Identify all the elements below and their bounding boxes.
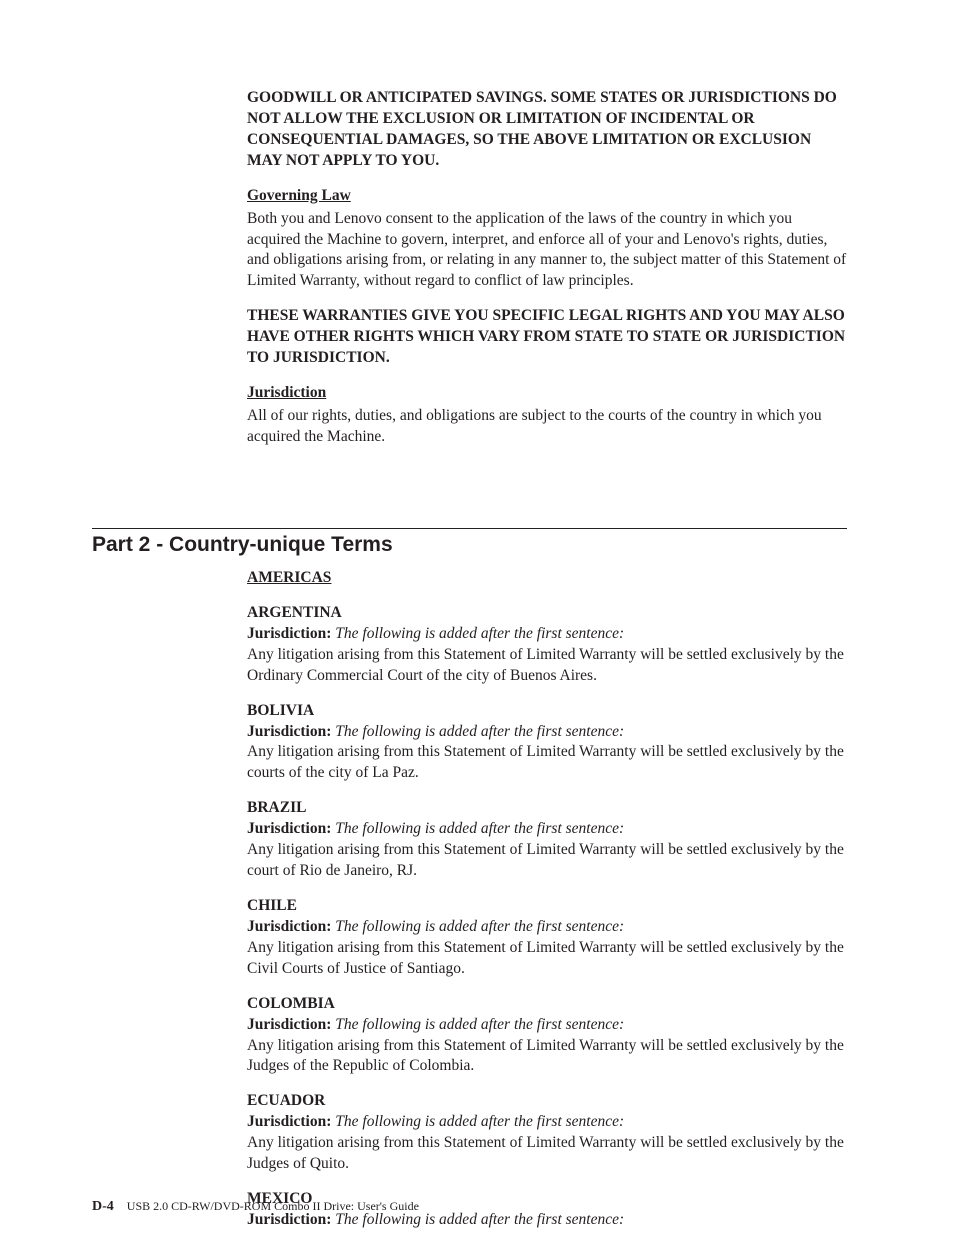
country-ecuador: ECUADOR Jurisdiction: The following is a… xyxy=(247,1091,847,1175)
added-note-text: The following is added after the first s… xyxy=(335,1113,624,1130)
governing-law-heading: Governing Law xyxy=(247,186,351,207)
argentina-body: Any litigation arising from this Stateme… xyxy=(247,645,847,687)
country-colombia: COLOMBIA Jurisdiction: The following is … xyxy=(247,994,847,1078)
jurisdiction-general-section: Jurisdiction All of our rights, duties, … xyxy=(247,383,847,448)
part2-title: Part 2 - Country-unique Terms xyxy=(92,533,847,557)
jur-label: Jurisdiction: xyxy=(247,625,331,642)
jur-label: Jurisdiction: xyxy=(247,1113,331,1130)
rights-caps-paragraph: THESE WARRANTIES GIVE YOU SPECIFIC LEGAL… xyxy=(247,306,847,369)
bolivia-body: Any litigation arising from this Stateme… xyxy=(247,742,847,784)
brazil-heading: BRAZIL xyxy=(247,798,847,819)
jur-label: Jurisdiction: xyxy=(247,1016,331,1033)
chile-body: Any litigation arising from this Stateme… xyxy=(247,938,847,980)
part2-title-row: Part 2 - Country-unique Terms xyxy=(92,528,847,557)
colombia-body: Any litigation arising from this Stateme… xyxy=(247,1036,847,1078)
country-bolivia: BOLIVIA Jurisdiction: The following is a… xyxy=(247,701,847,785)
governing-law-body: Both you and Lenovo consent to the appli… xyxy=(247,210,846,290)
colombia-jur-line: Jurisdiction: The following is added aft… xyxy=(247,1015,847,1036)
country-chile: CHILE Jurisdiction: The following is add… xyxy=(247,896,847,980)
governing-law-section: Governing Law Both you and Lenovo consen… xyxy=(247,186,847,293)
page-number: D-4 xyxy=(92,1199,114,1214)
jur-label: Jurisdiction: xyxy=(247,820,331,837)
document-page: GOODWILL OR ANTICIPATED SAVINGS. SOME ST… xyxy=(0,0,954,1235)
jur-label: Jurisdiction: xyxy=(247,918,331,935)
ecuador-jur-line: Jurisdiction: The following is added aft… xyxy=(247,1112,847,1133)
lower-content-block: AMERICAS ARGENTINA Jurisdiction: The fol… xyxy=(247,568,847,1231)
brazil-jur-line: Jurisdiction: The following is added aft… xyxy=(247,819,847,840)
bolivia-jur-line: Jurisdiction: The following is added aft… xyxy=(247,722,847,743)
added-note-text: The following is added after the first s… xyxy=(335,820,624,837)
jur-label: Jurisdiction: xyxy=(247,723,331,740)
ecuador-body: Any litigation arising from this Stateme… xyxy=(247,1133,847,1175)
country-brazil: BRAZIL Jurisdiction: The following is ad… xyxy=(247,798,847,882)
brazil-body: Any litigation arising from this Stateme… xyxy=(247,840,847,882)
added-note-text: The following is added after the first s… xyxy=(335,625,624,642)
country-argentina: ARGENTINA Jurisdiction: The following is… xyxy=(247,603,847,687)
added-note-text: The following is added after the first s… xyxy=(335,918,624,935)
bolivia-heading: BOLIVIA xyxy=(247,701,847,722)
upper-content-block: GOODWILL OR ANTICIPATED SAVINGS. SOME ST… xyxy=(247,88,847,448)
americas-heading: AMERICAS xyxy=(247,568,847,589)
part2-rule xyxy=(92,528,847,529)
colombia-heading: COLOMBIA xyxy=(247,994,847,1015)
added-note-text: The following is added after the first s… xyxy=(335,723,624,740)
chile-jur-line: Jurisdiction: The following is added aft… xyxy=(247,917,847,938)
jurisdiction-heading: Jurisdiction xyxy=(247,383,326,404)
damages-caps-paragraph: GOODWILL OR ANTICIPATED SAVINGS. SOME ST… xyxy=(247,88,847,172)
page-footer: D-4 USB 2.0 CD-RW/DVD-ROM Combo II Drive… xyxy=(92,1199,419,1215)
argentina-heading: ARGENTINA xyxy=(247,603,847,624)
chile-heading: CHILE xyxy=(247,896,847,917)
added-note-text: The following is added after the first s… xyxy=(335,1016,624,1033)
ecuador-heading: ECUADOR xyxy=(247,1091,847,1112)
jurisdiction-body: All of our rights, duties, and obligatio… xyxy=(247,407,822,445)
footer-title: USB 2.0 CD-RW/DVD-ROM Combo II Drive: Us… xyxy=(127,1199,419,1213)
argentina-jur-line: Jurisdiction: The following is added aft… xyxy=(247,624,847,645)
